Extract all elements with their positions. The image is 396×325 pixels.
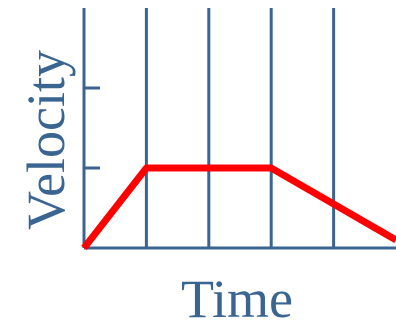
y-axis-label: Velocity (16, 50, 76, 230)
series-line-1 (81, 164, 396, 251)
grid-lines (144, 8, 336, 248)
series-layer (81, 164, 396, 251)
axes (82, 8, 396, 250)
x-axis-label: Time (181, 269, 293, 325)
